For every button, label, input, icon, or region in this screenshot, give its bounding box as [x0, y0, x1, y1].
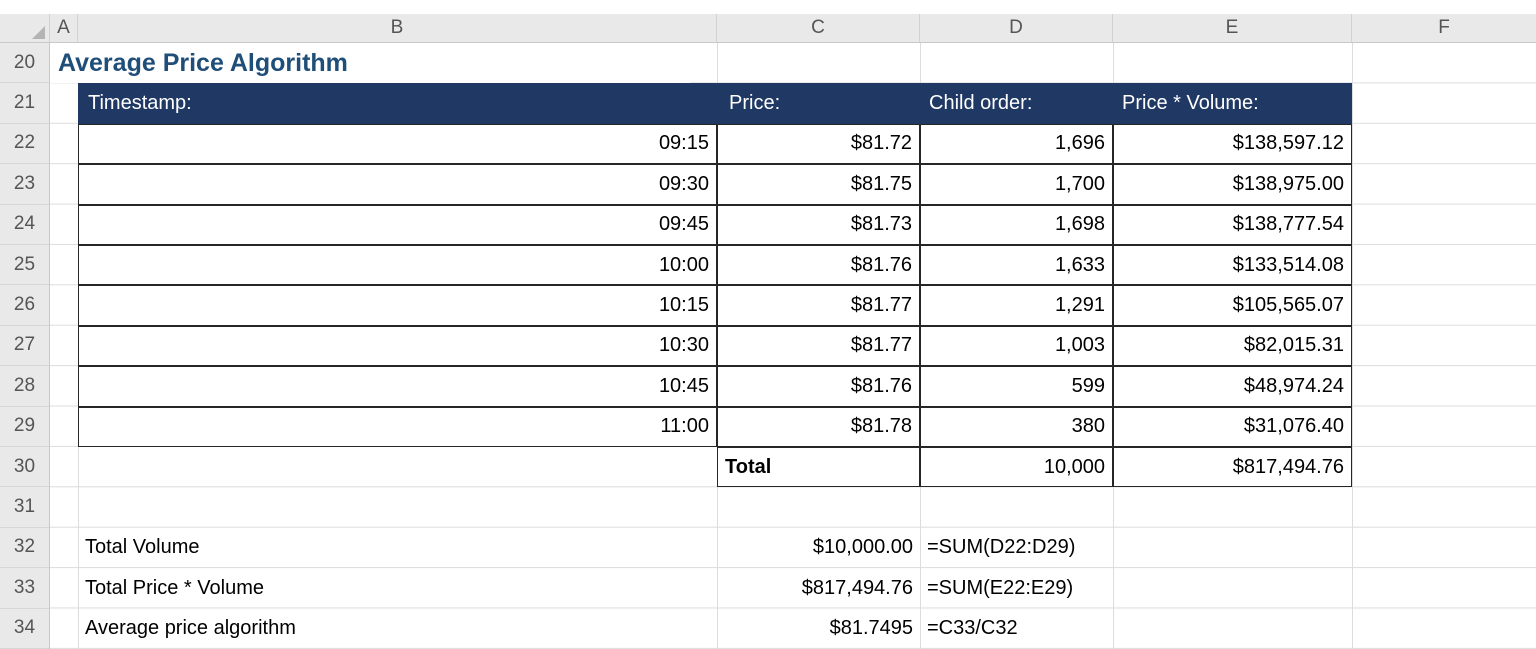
cell-price[interactable]: $81.77 [717, 285, 920, 326]
row-header-28[interactable]: 28 [0, 366, 49, 407]
cell-price-volume[interactable]: $105,565.07 [1113, 285, 1352, 326]
row-header-26[interactable]: 26 [0, 285, 49, 326]
cell-timestamp[interactable]: 10:45 [78, 366, 717, 407]
table-row: 10:00 $81.76 1,633 $133,514.08 [0, 244, 1536, 286]
cell-child-order[interactable]: 599 [920, 366, 1113, 407]
table-row: 10:15 $81.77 1,291 $105,565.07 [0, 285, 1536, 326]
cell-child-order[interactable]: 1,633 [920, 244, 1113, 286]
header-price-volume[interactable]: Price * Volume: [1122, 92, 1259, 115]
table-row: 11:00 $81.78 380 $31,076.40 [0, 406, 1536, 447]
summary-formula[interactable]: =SUM(D22:D29) [927, 536, 1076, 559]
row-header-33[interactable]: 33 [0, 568, 49, 609]
cell-price[interactable]: $81.78 [717, 406, 920, 447]
summary-row-average-price: Average price algorithm $81.7495 =C33/C3… [0, 609, 1536, 649]
cell-timestamp[interactable]: 09:45 [78, 204, 717, 245]
column-header-e[interactable]: E [1113, 14, 1352, 42]
cell-child-order[interactable]: 1,291 [920, 285, 1113, 326]
row-header-34[interactable]: 34 [0, 609, 49, 649]
cell-price-volume[interactable]: $138,597.12 [1113, 123, 1352, 165]
column-header-c[interactable]: C [717, 14, 920, 42]
total-price-volume-cell[interactable]: $817,494.76 [1113, 447, 1352, 488]
row-header-31[interactable]: 31 [0, 487, 49, 528]
cell-child-order[interactable]: 1,698 [920, 204, 1113, 245]
cell-price[interactable]: $81.72 [717, 123, 920, 165]
header-price[interactable]: Price: [729, 92, 781, 115]
table-row: 10:45 $81.76 599 $48,974.24 [0, 366, 1536, 407]
cell-price-volume[interactable]: $48,974.24 [1113, 366, 1352, 407]
row-21: Timestamp: Price: Child order: Price * V… [0, 83, 1536, 124]
cell-price-volume[interactable]: $31,076.40 [1113, 406, 1352, 447]
cell-timestamp[interactable]: 11:00 [78, 406, 717, 447]
column-header-b[interactable]: B [78, 14, 717, 42]
summary-label[interactable]: Average price algorithm [85, 617, 296, 640]
cell-price-volume[interactable]: $138,777.54 [1113, 204, 1352, 245]
summary-value[interactable]: $817,494.76 [801, 576, 913, 599]
cell-timestamp[interactable]: 09:30 [78, 164, 717, 205]
row-header-30[interactable]: 30 [0, 447, 49, 488]
cell-timestamp[interactable]: 09:15 [78, 123, 717, 165]
cell-price[interactable]: $81.73 [717, 204, 920, 245]
cell-timestamp[interactable]: 10:30 [78, 325, 717, 367]
select-all-corner[interactable] [0, 14, 50, 42]
column-header-band: A B C D E F [0, 14, 1536, 43]
row-header-23[interactable]: 23 [0, 164, 49, 205]
table-row: 10:30 $81.77 1,003 $82,015.31 [0, 325, 1536, 367]
total-label-cell[interactable]: Total [717, 447, 920, 488]
column-header-f[interactable]: F [1438, 17, 1450, 38]
total-child-order-cell[interactable]: 10,000 [920, 447, 1113, 488]
row-header-27[interactable]: 27 [0, 326, 49, 367]
row-header-29[interactable]: 29 [0, 407, 49, 447]
cell-child-order[interactable]: 1,003 [920, 325, 1113, 367]
column-header-d[interactable]: D [920, 14, 1113, 42]
sheet-title-cell[interactable]: Average Price Algorithm [50, 43, 690, 84]
cell-price[interactable]: $81.77 [717, 325, 920, 367]
row-header-22[interactable]: 22 [0, 124, 49, 165]
cell-child-order[interactable]: 1,700 [920, 164, 1113, 205]
row-header-32[interactable]: 32 [0, 528, 49, 569]
summary-row-total-volume: Total Volume $10,000.00 =SUM(D22:D29) [0, 528, 1536, 568]
table-row: 09:15 $81.72 1,696 $138,597.12 [0, 123, 1536, 165]
cell-price-volume[interactable]: $138,975.00 [1113, 164, 1352, 205]
table-row: 09:30 $81.75 1,700 $138,975.00 [0, 164, 1536, 205]
summary-value[interactable]: $81.7495 [829, 617, 913, 640]
cell-child-order[interactable]: 380 [920, 406, 1113, 447]
cell-price[interactable]: $81.76 [717, 244, 920, 286]
summary-formula[interactable]: =SUM(E22:E29) [927, 576, 1074, 599]
cell-timestamp[interactable]: 10:15 [78, 285, 717, 326]
column-header-a[interactable]: A [50, 14, 78, 42]
select-all-triangle-icon [32, 26, 45, 39]
row-header-24[interactable]: 24 [0, 205, 49, 245]
row-header-band: 20 21 22 23 24 25 26 27 28 29 30 31 32 33 34 [0, 43, 50, 649]
summary-label[interactable]: Total Price * Volume [85, 576, 264, 599]
row-20: Average Price Algorithm [0, 43, 1536, 84]
cell-timestamp[interactable]: 10:00 [78, 244, 717, 286]
header-child-order[interactable]: Child order: [929, 92, 1033, 115]
cell-price-volume[interactable]: $133,514.08 [1113, 244, 1352, 286]
row-header-21[interactable]: 21 [0, 83, 49, 124]
summary-value[interactable]: $10,000.00 [812, 536, 913, 559]
summary-row-total-price-volume: Total Price * Volume $817,494.76 =SUM(E2… [0, 568, 1536, 608]
cell-child-order[interactable]: 1,696 [920, 123, 1113, 165]
cell-price[interactable]: $81.76 [717, 366, 920, 407]
cell-price-volume[interactable]: $82,015.31 [1113, 325, 1352, 367]
row-header-25[interactable]: 25 [0, 245, 49, 286]
table-body: 09:15 $81.72 1,696 $138,597.12 09:30 $81… [0, 123, 1536, 447]
top-strip [0, 0, 1536, 14]
summary-label[interactable]: Total Volume [85, 536, 200, 559]
row-header-20[interactable]: 20 [0, 43, 49, 84]
total-row: Total 10,000 $817,494.76 [0, 447, 1536, 488]
header-timestamp[interactable]: Timestamp: [88, 92, 192, 115]
summary-formula[interactable]: =C33/C32 [927, 617, 1018, 640]
table-row: 09:45 $81.73 1,698 $138,777.54 [0, 204, 1536, 245]
cell-price[interactable]: $81.75 [717, 164, 920, 205]
table-header-row: Timestamp: Price: Child order: Price * V… [78, 83, 1352, 124]
